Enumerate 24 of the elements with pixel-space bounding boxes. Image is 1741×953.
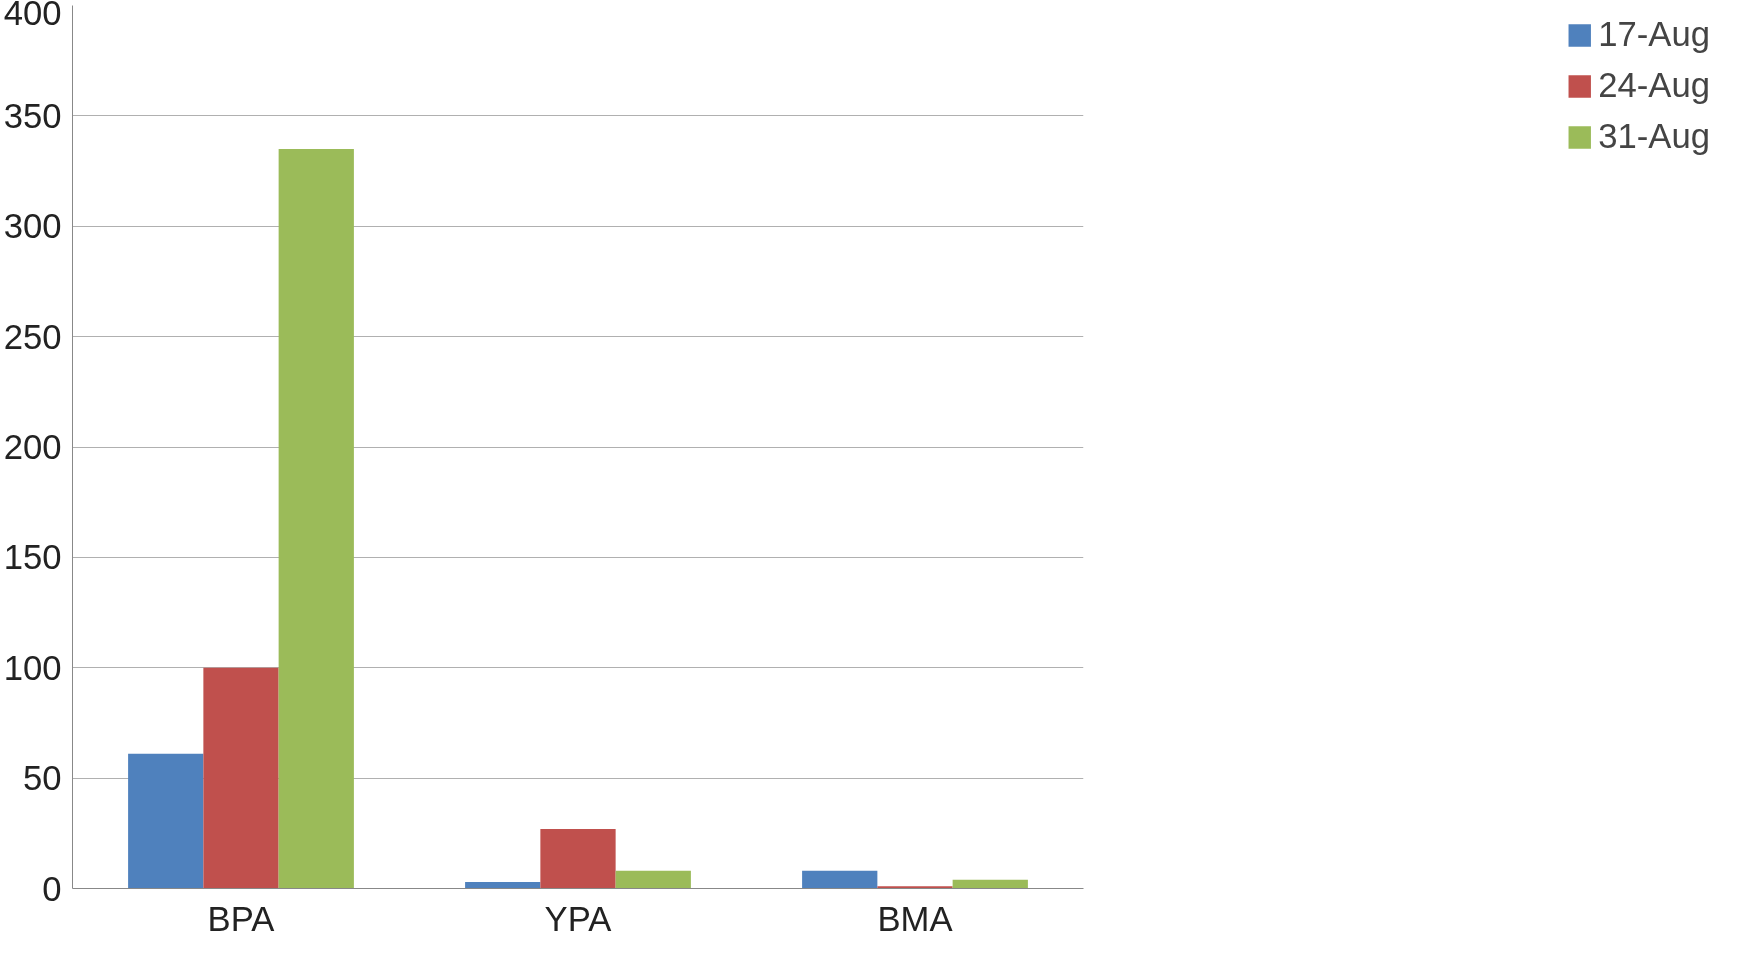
bar (802, 870, 878, 889)
legend-label: 17-Aug (1598, 15, 1710, 54)
legend-label: 24-Aug (1598, 66, 1710, 105)
bar (615, 870, 691, 889)
bar (128, 753, 204, 889)
y-tick-label: 350 (3, 96, 62, 135)
bar (203, 667, 279, 889)
bar (278, 148, 354, 889)
x-tick-label: BPA (207, 899, 276, 938)
y-tick-label: 200 (3, 428, 62, 466)
y-tick-label: 300 (3, 207, 62, 246)
y-tick-label: 50 (22, 759, 62, 798)
bar (540, 828, 616, 889)
y-tick-label: 0 (42, 869, 62, 908)
x-tick-label: YPA (544, 899, 613, 938)
bar (952, 879, 1028, 889)
y-tick-label: 100 (3, 648, 62, 687)
bar (877, 886, 953, 889)
legend-label: 31-Aug (1598, 117, 1710, 156)
y-tick-label: 150 (3, 538, 62, 577)
x-tick-label: BMA (877, 899, 954, 938)
y-tick-label: 400 (3, 0, 62, 32)
y-tick-label: 250 (3, 317, 62, 356)
bar (465, 881, 541, 889)
